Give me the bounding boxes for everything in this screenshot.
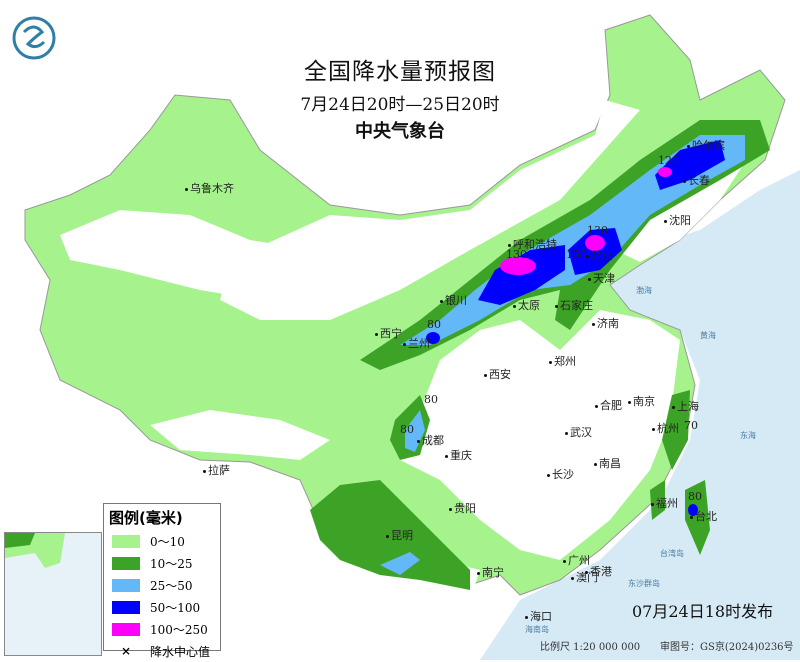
rain-25-50-region — [405, 410, 425, 452]
rain-center-value: 80 — [400, 423, 414, 436]
south-china-sea-inset — [4, 532, 102, 656]
x-mark-icon: × — [120, 644, 132, 658]
rain-center-value: 80 — [427, 318, 441, 331]
city-label: 上海 — [672, 398, 699, 414]
rain-center-value: 130 — [587, 224, 608, 237]
legend-label: 降水中心值 — [150, 644, 211, 659]
legend-item: 10～25 — [112, 552, 220, 574]
cma-logo — [12, 16, 56, 60]
city-label: 郑州 — [549, 353, 576, 369]
city-label: 济南 — [592, 315, 619, 331]
legend-item: 25～50 — [112, 574, 220, 596]
dry-region — [220, 100, 640, 320]
city-label: 哈尔滨 — [687, 137, 725, 153]
sea-area — [480, 170, 800, 660]
city-label: 西安 — [484, 366, 511, 382]
legend-item: 50～100 — [112, 596, 220, 618]
city-label: 南昌 — [594, 455, 621, 471]
dry-region — [150, 410, 330, 460]
rain-center-value: 70 — [684, 419, 698, 432]
city-label: 香港 — [585, 563, 612, 579]
city-label: 贵阳 — [449, 500, 476, 516]
city-label: 北京 — [586, 247, 613, 263]
city-label: 西宁 — [375, 325, 402, 341]
issue-time: 07月24日18时发布 — [632, 602, 774, 621]
legend: 图例(毫米) 0～10 10～25 25～50 50～100 100～250 ×… — [103, 503, 221, 659]
city-label: 合肥 — [595, 397, 622, 413]
city-label: 乌鲁木齐 — [185, 180, 234, 196]
city-label: 呼和浩特 — [508, 236, 557, 252]
sea-label: 海南岛 — [525, 625, 549, 634]
city-label: 沈阳 — [664, 212, 691, 228]
legend-swatch — [112, 534, 140, 548]
city-label: 杭州 — [652, 420, 679, 436]
legend-item: 0～10 — [112, 530, 220, 552]
agency-name: 中央气象台 — [355, 121, 445, 142]
city-label: 海口 — [525, 608, 552, 624]
rain-center-value: 80 — [424, 393, 438, 406]
city-label: 兰州 — [403, 335, 430, 351]
sea-label: 黄海 — [700, 331, 716, 340]
city-label: 成都 — [417, 432, 444, 448]
rain-25-50-region — [380, 552, 420, 575]
sea-label: 台湾岛 — [660, 549, 684, 558]
legend-label: 25～50 — [150, 578, 193, 593]
city-label: 昆明 — [386, 527, 413, 543]
rain-center-value: 130 — [506, 248, 527, 261]
legend-title: 图例(毫米) — [109, 509, 183, 527]
city-label: 重庆 — [445, 447, 472, 463]
rain-center-value: 80 — [688, 490, 702, 503]
legend-item: 100～250 — [112, 618, 220, 640]
dry-region — [400, 310, 680, 560]
legend-swatch — [112, 622, 140, 636]
rain-center-value: 130 — [566, 248, 587, 261]
city-label: 天津 — [588, 270, 615, 286]
sea-label: 东沙群岛 — [628, 579, 660, 588]
rain-50-100-region — [478, 245, 565, 305]
city-label: 台北 — [690, 508, 717, 524]
sea-label: 东海 — [740, 431, 756, 440]
legend-label: 50～100 — [150, 600, 201, 615]
review-number: 审图号：GS京(2024)0236号 — [660, 642, 794, 653]
legend-item: × 降水中心值 — [112, 640, 220, 662]
city-label: 长春 — [683, 172, 710, 188]
map-scale: 比例尺 1:20 000 000 — [540, 642, 641, 653]
city-label: 南宁 — [477, 564, 504, 580]
city-label: 拉萨 — [203, 462, 230, 478]
legend-swatch — [112, 556, 140, 570]
rain-center-value: 120 — [658, 154, 679, 167]
forecast-period: 7月24日20时—25日20时 — [300, 95, 500, 115]
city-label: 武汉 — [565, 424, 592, 440]
legend-label: 0～10 — [150, 534, 185, 549]
rain-100-250-region — [500, 257, 536, 275]
legend-label: 10～25 — [150, 556, 193, 571]
sea-label: 渤海 — [636, 286, 652, 295]
city-label: 南京 — [628, 393, 655, 409]
city-label: 石家庄 — [555, 297, 593, 313]
map-title: 全国降水量预报图 — [304, 59, 496, 85]
city-label: 长沙 — [547, 466, 574, 482]
rain-100-250-region — [658, 167, 672, 177]
city-label: 银川 — [440, 292, 467, 308]
city-label: 太原 — [513, 297, 540, 313]
city-label: 福州 — [651, 495, 678, 511]
legend-swatch — [112, 600, 140, 614]
legend-swatch — [112, 578, 140, 592]
legend-label: 100～250 — [150, 622, 208, 637]
